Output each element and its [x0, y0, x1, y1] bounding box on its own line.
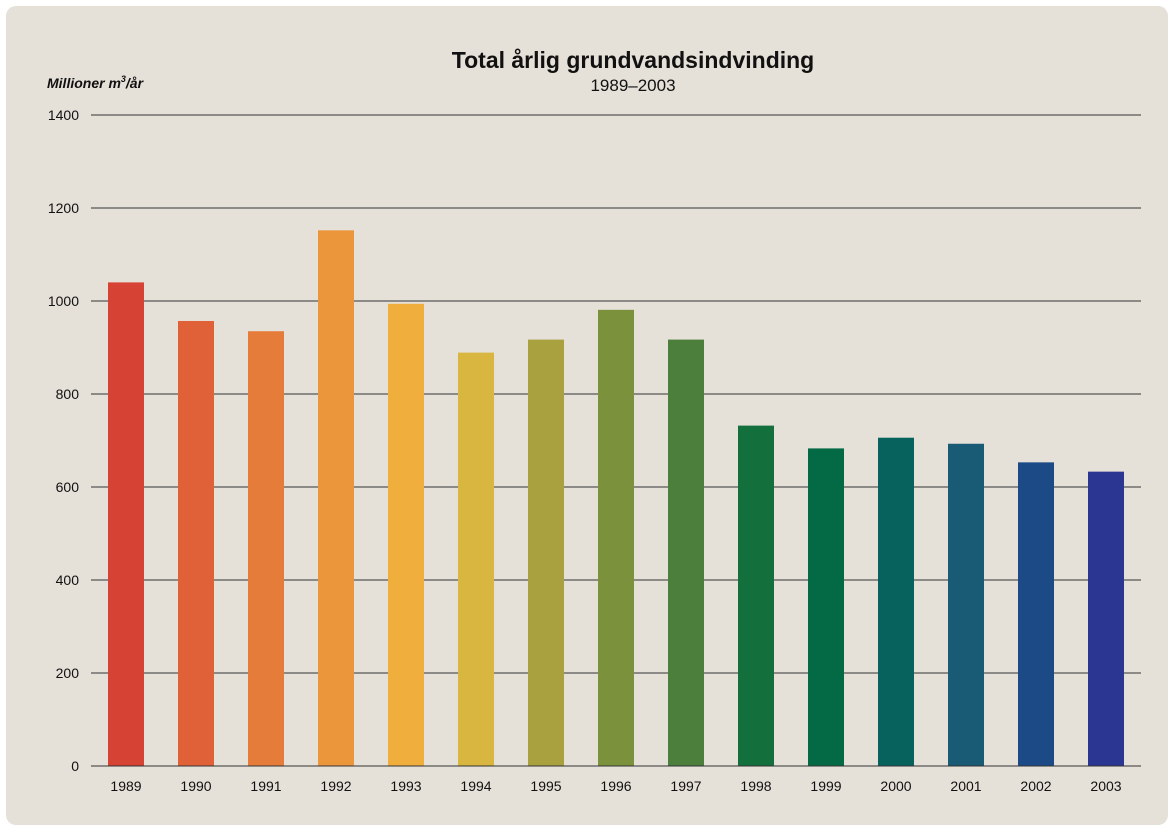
y-axis-label-tail: /år: [125, 75, 145, 91]
bar-1993: [388, 303, 424, 766]
y-tick-label: 200: [56, 665, 80, 681]
bar-1999: [808, 448, 844, 766]
bar-2001: [948, 443, 984, 766]
y-tick-label: 0: [71, 758, 79, 774]
chart-title: Total årlig grundvandsindvinding: [452, 47, 814, 73]
x-tick-label: 1994: [460, 778, 491, 794]
x-tick-label: 1993: [390, 778, 421, 794]
y-tick-label: 1000: [48, 293, 79, 309]
x-tick-label: 1996: [600, 778, 631, 794]
chart-subtitle: 1989–2003: [590, 76, 675, 95]
y-tick-label: 400: [56, 572, 80, 588]
x-tick-label: 1991: [250, 778, 281, 794]
x-tick-label: 1992: [320, 778, 351, 794]
y-tick-label: 1200: [48, 200, 79, 216]
bar-chart: Total årlig grundvandsindvinding 1989–20…: [47, 47, 1141, 794]
bar-2003: [1088, 471, 1124, 766]
y-axis-label-sup: 3: [121, 74, 126, 84]
bar-1990: [178, 320, 214, 766]
y-tick-label: 600: [56, 479, 80, 495]
bar-1989: [108, 282, 144, 766]
x-tick-label: 1990: [180, 778, 211, 794]
x-tick-label: 2001: [950, 778, 981, 794]
bar-1992: [318, 230, 354, 766]
x-tick-label: 1989: [110, 778, 141, 794]
y-tick-label: 1400: [48, 107, 79, 123]
x-tick-label: 1999: [810, 778, 841, 794]
bar-1998: [738, 425, 774, 766]
y-tick-labels: 0 200 400 600 800 1000 1200 1400: [48, 107, 79, 774]
bars: [108, 230, 1124, 766]
x-tick-label: 1997: [670, 778, 701, 794]
bar-2000: [878, 437, 914, 766]
bar-1995: [528, 339, 564, 766]
y-tick-label: 800: [56, 386, 80, 402]
x-tick-labels: 1989 1990 1991 1992 1993 1994 1995 1996 1997 1998…: [110, 778, 1121, 794]
bar-1997: [668, 339, 704, 766]
bar-1994: [458, 352, 494, 766]
x-tick-label: 2003: [1090, 778, 1121, 794]
y-axis-label: Millioner m3/år: [47, 74, 145, 91]
x-tick-label: 1995: [530, 778, 561, 794]
chart-panel: Total årlig grundvandsindvinding 1989–20…: [6, 6, 1168, 825]
bar-1991: [248, 331, 284, 766]
bar-1996: [598, 309, 634, 766]
bar-2002: [1018, 462, 1054, 766]
x-tick-label: 1998: [740, 778, 771, 794]
y-axis-label-main: Millioner m: [47, 75, 121, 91]
x-tick-label: 2000: [880, 778, 911, 794]
x-tick-label: 2002: [1020, 778, 1051, 794]
